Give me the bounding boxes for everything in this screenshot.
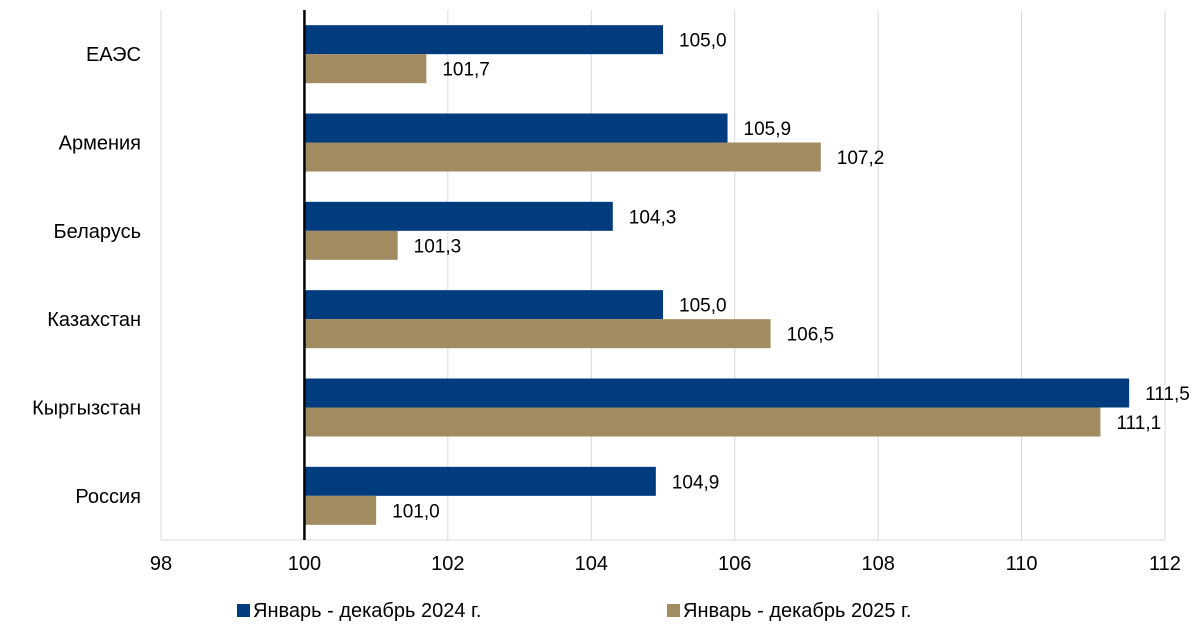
legend-label: Январь - декабрь 2024 г. [253, 600, 481, 622]
legend-swatch-1 [667, 604, 680, 617]
data-label: 107,2 [837, 148, 885, 169]
data-label: 105,0 [679, 296, 727, 317]
data-label: 104,9 [672, 472, 720, 493]
bar-0 [304, 25, 663, 55]
bar-1 [304, 319, 771, 349]
category-labels: ЕАЭС Армения Беларусь Казахстан Кыргызстан Ро… [32, 44, 141, 508]
x-tick-label: 104 [575, 553, 608, 575]
bar-0 [304, 113, 728, 143]
bar-0 [304, 378, 1130, 408]
bar-1 [304, 495, 377, 525]
x-tick-label: 102 [431, 553, 464, 575]
x-tick-label: 108 [861, 553, 894, 575]
bar-1 [304, 407, 1101, 437]
x-tick-label: 110 [1006, 553, 1038, 575]
bar-1 [304, 230, 398, 260]
data-labels: 105,0 101,7 105,9 107,2 104,3 101,3 105,0 106,5… [392, 31, 1190, 523]
data-label: 104,3 [629, 207, 677, 228]
x-tick-label: 98 [150, 553, 172, 575]
bars [304, 25, 1130, 525]
x-tick-label: 112 [1149, 553, 1181, 575]
data-label: 101,3 [414, 236, 462, 257]
x-tick-labels: 98 100 102 104 106 108 110 112 [150, 553, 1181, 575]
data-label: 105,9 [744, 119, 792, 140]
data-label: 101,0 [392, 501, 440, 522]
category-label: Кыргызстан [32, 398, 141, 420]
gridlines [160, 10, 1166, 541]
category-label: Беларусь [54, 221, 141, 243]
category-label: Армения [59, 133, 141, 155]
bar-0 [304, 466, 656, 496]
data-label: 106,5 [787, 325, 835, 346]
bar-0 [304, 201, 613, 231]
x-tick-label: 100 [288, 553, 321, 575]
category-label: Россия [75, 486, 141, 508]
data-label: 111,1 [1116, 413, 1161, 434]
category-label: Казахстан [47, 309, 141, 331]
data-label: 105,0 [679, 31, 727, 52]
bar-0 [304, 290, 663, 320]
category-label: ЕАЭС [86, 44, 141, 66]
legend: Январь - декабрь 2024 г. Январь - декабрь… [237, 600, 911, 622]
bar-1 [304, 142, 821, 172]
data-label: 101,7 [442, 60, 490, 81]
data-label: 111,5 [1145, 384, 1190, 405]
legend-swatch-0 [237, 604, 250, 617]
bar-1 [304, 54, 427, 84]
x-tick-label: 106 [718, 553, 751, 575]
legend-label: Январь - декабрь 2025 г. [683, 600, 911, 622]
